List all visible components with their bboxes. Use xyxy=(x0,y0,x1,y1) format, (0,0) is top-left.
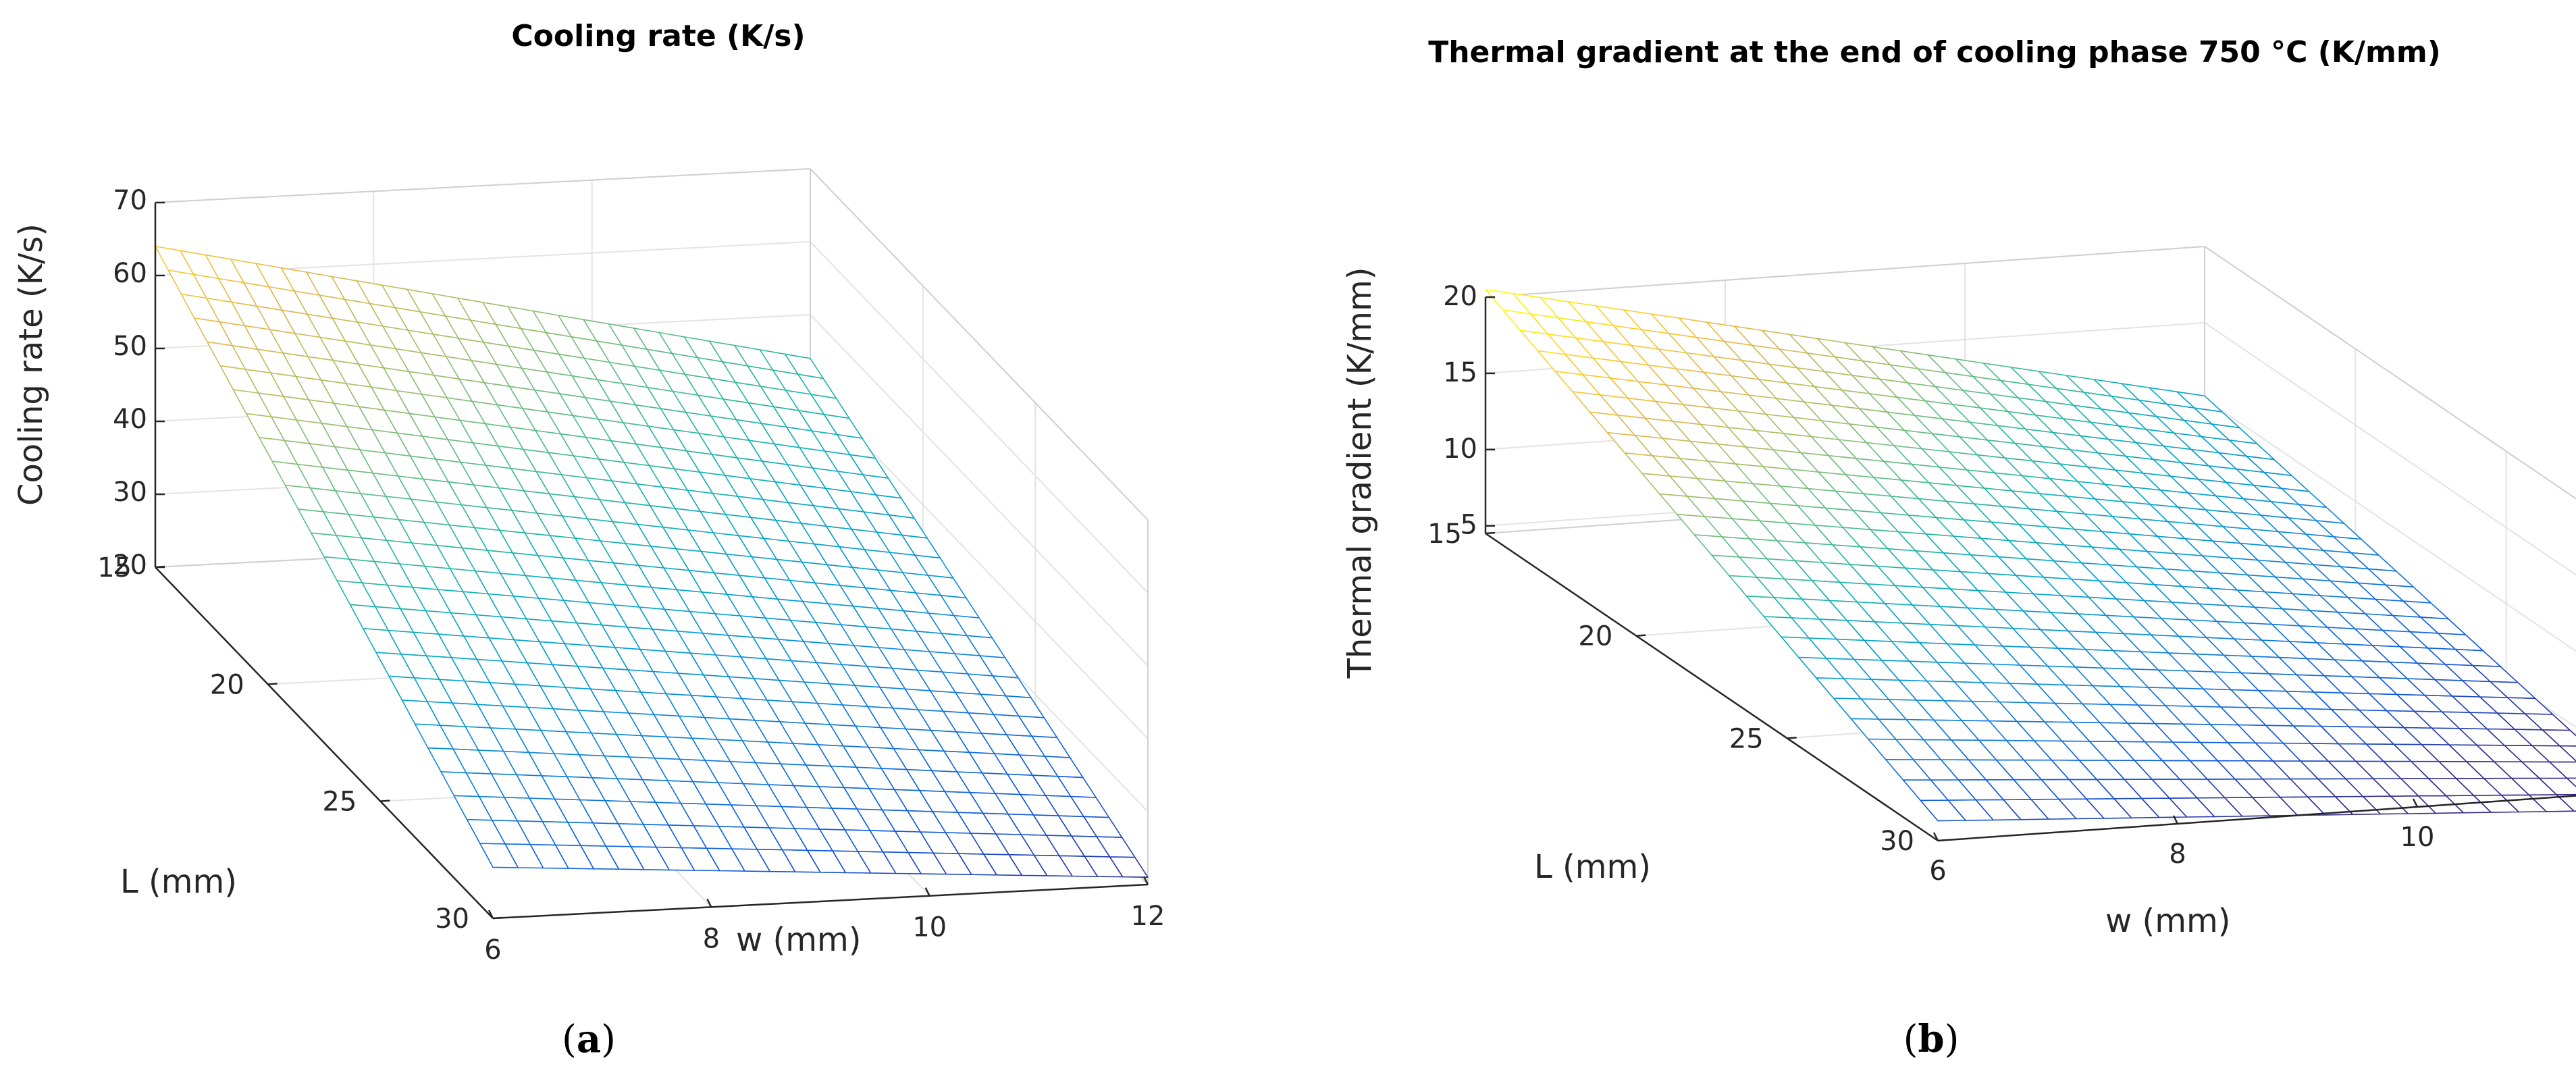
grid-line xyxy=(2204,322,2576,576)
x-tick-label: 8 xyxy=(703,923,720,954)
x-tick-label: 10 xyxy=(2400,822,2435,853)
x-tick xyxy=(1933,832,1939,841)
surface-plot-cooling-rate: Cooling rate (K/s) 203040506070152025306… xyxy=(12,19,1165,966)
y-tick-label: 25 xyxy=(322,787,357,818)
surface-cell xyxy=(2176,391,2223,413)
x-tick xyxy=(1142,876,1149,885)
tick-labels: 510152015202530681012 xyxy=(1427,281,2435,887)
y-tick-label: 30 xyxy=(1880,826,1914,857)
y-axis-label: L (mm) xyxy=(120,863,237,901)
axis-lines xyxy=(154,201,1149,920)
box-edge xyxy=(2204,246,2576,500)
x-tick-label: 6 xyxy=(484,935,501,966)
z-tick-label: 5 xyxy=(1461,510,1477,541)
y-tick-label: 20 xyxy=(1578,621,1612,652)
caption-b: (b) xyxy=(1903,1017,1960,1061)
z-tick-label: 15 xyxy=(1443,357,1477,388)
x-axis-label: w (mm) xyxy=(2105,902,2230,940)
y-axis-label: L (mm) xyxy=(1534,848,1651,886)
y-tick-label: 30 xyxy=(435,903,469,935)
y-axis-line xyxy=(1485,532,1939,842)
surface-cell xyxy=(784,353,824,379)
z-tick-label: 40 xyxy=(113,404,147,435)
z-tick-label: 20 xyxy=(1443,281,1477,312)
z-tick-label: 30 xyxy=(113,477,147,508)
box-edge xyxy=(810,168,1149,521)
z-tick-label: 10 xyxy=(1443,434,1477,465)
x-tick xyxy=(488,910,494,919)
y-tick-label: 15 xyxy=(97,552,132,583)
y-tick-label: 20 xyxy=(210,669,244,700)
chart-title: Thermal gradient at the end of cooling p… xyxy=(1428,35,2441,70)
chart-title: Cooling rate (K/s) xyxy=(511,19,805,53)
x-axis-line xyxy=(1937,795,2576,842)
z-tick-label: 50 xyxy=(113,331,147,362)
y-tick-label: 25 xyxy=(1729,723,1764,754)
x-axis-label: w (mm) xyxy=(736,921,861,959)
caption-a: (a) xyxy=(562,1017,616,1061)
box-edge xyxy=(155,168,811,203)
x-tick xyxy=(2172,815,2179,824)
y-axis-line xyxy=(155,567,494,919)
x-tick-label: 12 xyxy=(1131,901,1165,932)
axis-lines xyxy=(1484,296,2576,842)
surface-cell xyxy=(2559,745,2576,762)
z-axis-label: Thermal gradient (K/mm) xyxy=(1341,267,1379,679)
x-tick-label: 10 xyxy=(912,912,947,943)
grid-line xyxy=(810,241,1149,594)
y-tick xyxy=(1787,737,1797,739)
y-tick xyxy=(1636,634,1646,637)
x-tick-label: 8 xyxy=(2169,839,2186,870)
z-axis-label: Cooling rate (K/s) xyxy=(12,224,50,506)
y-tick-label: 15 xyxy=(1427,519,1462,550)
x-tick xyxy=(924,887,930,897)
x-tick-label: 6 xyxy=(1929,856,1946,887)
z-tick-label: 70 xyxy=(113,185,147,216)
surface-mesh xyxy=(1485,288,2576,822)
surface-mesh xyxy=(155,245,1149,878)
x-axis-line xyxy=(492,883,1149,920)
x-tick xyxy=(706,898,712,908)
grid-line xyxy=(2204,398,2576,652)
x-tick xyxy=(2412,798,2419,808)
z-tick-label: 60 xyxy=(113,258,147,289)
box-edge xyxy=(1485,246,2205,298)
y-tick xyxy=(267,683,278,685)
y-tick xyxy=(1937,839,1948,842)
surface-cell xyxy=(2566,777,2576,788)
y-tick xyxy=(380,799,390,802)
z-tick-label: 20 xyxy=(113,550,147,581)
grid-line xyxy=(810,314,1149,666)
surface-plot-thermal-gradient: Thermal gradient at the end of cooling p… xyxy=(1341,35,2576,940)
